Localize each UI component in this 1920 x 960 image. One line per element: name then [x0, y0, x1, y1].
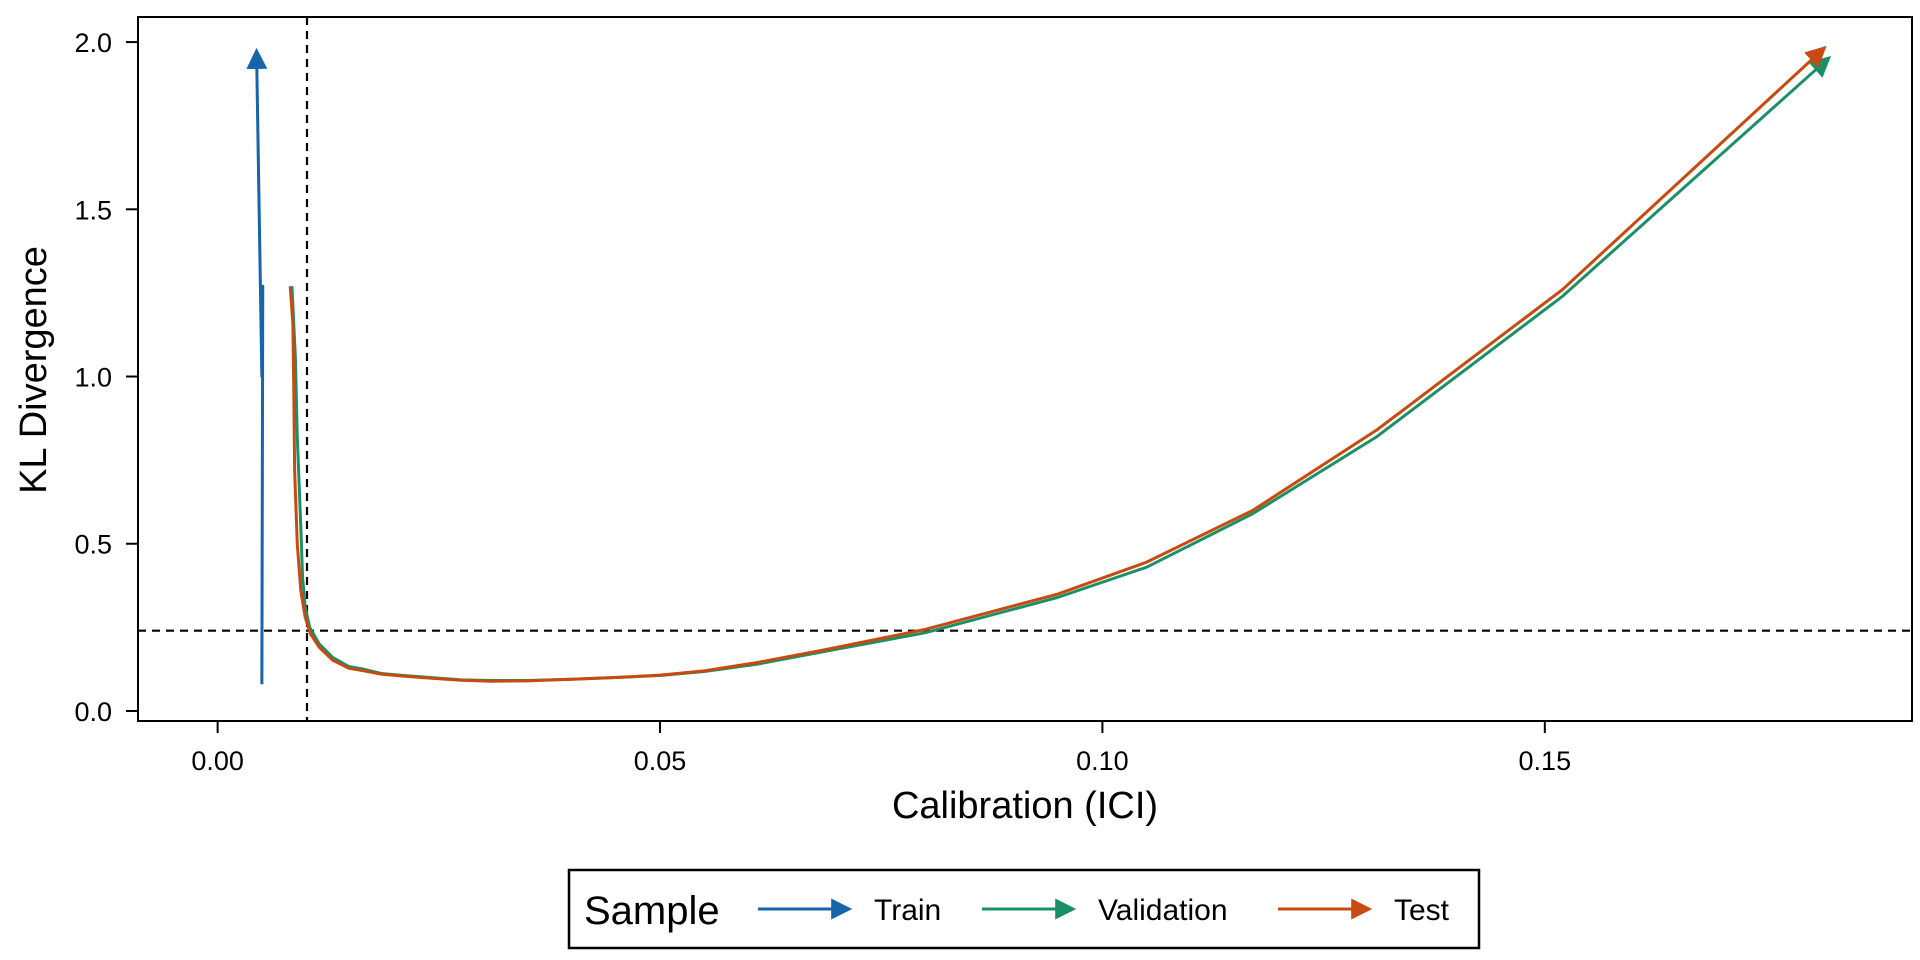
legend-item-train: Train	[758, 894, 941, 927]
series-layer	[246, 45, 1832, 685]
x-tick-label: 0.10	[1076, 746, 1129, 776]
x-axis: 0.00 0.05 0.10 0.15	[191, 721, 1571, 776]
x-axis-title: Calibration (ICI)	[892, 785, 1158, 827]
x-tick-label: 0.15	[1519, 746, 1572, 776]
y-tick-label: 0.5	[74, 530, 112, 560]
series-line-train	[246, 47, 268, 685]
series-line-test	[288, 45, 1827, 683]
y-tick-label: 2.0	[74, 28, 112, 58]
series-line-validation	[290, 56, 1832, 683]
legend-label-train: Train	[874, 894, 941, 927]
legend-item-test: Test	[1278, 894, 1450, 927]
y-tick-label: 1.5	[74, 195, 112, 225]
x-tick-label: 0.00	[191, 746, 244, 776]
legend-label-validation: Validation	[1098, 894, 1228, 927]
y-axis: 0.0 0.5 1.0 1.5 2.0	[74, 28, 138, 727]
x-tick-label: 0.05	[634, 746, 687, 776]
y-tick-label: 0.0	[74, 697, 112, 727]
y-tick-label: 1.0	[74, 363, 112, 393]
legend-title: Sample	[584, 889, 720, 933]
legend-label-test: Test	[1394, 894, 1450, 927]
legend: Sample Train Validation Test	[567, 868, 1481, 950]
legend-items: Train Validation Test	[758, 894, 1450, 927]
reference-lines	[138, 17, 1912, 721]
plot-area-frame	[137, 16, 1913, 722]
legend-item-validation: Validation	[982, 894, 1228, 927]
y-axis-title: KL Divergence	[13, 246, 55, 494]
